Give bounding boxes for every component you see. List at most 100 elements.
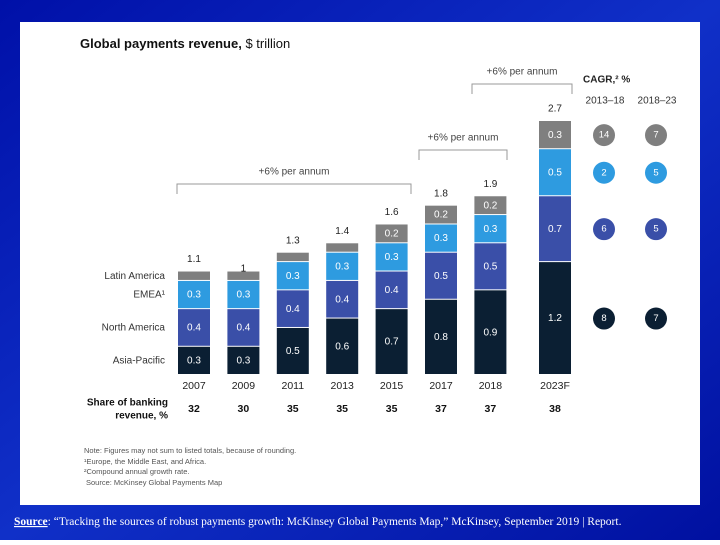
bar-segment — [474, 243, 507, 290]
segment-label: 0.5 — [286, 346, 300, 357]
cagr-value: 8 — [601, 313, 606, 324]
cagr-period: 2018–23 — [638, 96, 677, 107]
segment-label: 0.6 — [335, 341, 349, 352]
share-label: Share of banking — [87, 398, 168, 409]
bar-segment — [326, 252, 359, 280]
total-label: 1.3 — [286, 235, 300, 246]
total-label: 2.7 — [548, 104, 562, 115]
growth-label: +6% per annum — [259, 167, 330, 178]
share-value: 35 — [386, 403, 398, 415]
cagr-value: 7 — [653, 130, 658, 141]
title: Global payments revenue, — [80, 36, 242, 51]
bracket — [471, 83, 573, 94]
cagr-value: 5 — [653, 224, 658, 235]
segment-label: 0.3 — [236, 290, 250, 301]
bar-segment — [227, 280, 260, 309]
bar-segment — [425, 205, 457, 224]
note: ¹Europe, the Middle East, and Africa. — [84, 457, 206, 466]
segment-label: 0.4 — [187, 323, 201, 334]
bar-segment — [474, 290, 507, 374]
x-tick-label: 2011 — [282, 380, 305, 392]
bar-segment — [539, 121, 571, 149]
share-value: 30 — [238, 403, 250, 415]
share-value: 35 — [287, 403, 299, 415]
cagr-circle — [645, 307, 667, 330]
segment-label: 0.3 — [385, 252, 399, 263]
bar-segment — [276, 262, 309, 290]
share-value: 35 — [336, 403, 348, 415]
legend-label: Asia-Pacific — [113, 356, 165, 367]
bar-segment — [375, 224, 408, 243]
cagr-circle — [593, 307, 615, 330]
segment-label: 0.4 — [236, 323, 250, 334]
total-label: 1.9 — [483, 179, 497, 190]
bar-segment — [326, 280, 359, 318]
note: Source: McKinsey Global Payments Map — [86, 478, 222, 487]
bar-segment — [375, 243, 408, 271]
note: Note: Figures may not sum to listed tota… — [84, 446, 296, 455]
segment-label: 0.4 — [385, 285, 399, 296]
source-text: : “Tracking the sources of robust paymen… — [48, 516, 622, 528]
cagr-period: 2013–18 — [586, 96, 625, 107]
legend-label: Latin America — [104, 271, 165, 282]
segment-label: 0.5 — [434, 271, 448, 282]
x-tick-label: 2009 — [232, 380, 256, 392]
growth-label: +6% per annum — [487, 67, 558, 78]
x-tick-label: 2017 — [429, 380, 453, 392]
x-tick-label: 2007 — [182, 380, 206, 392]
segment-label: 0.3 — [236, 356, 250, 367]
bar-segment — [276, 290, 309, 327]
x-tick-label: 2015 — [380, 380, 404, 392]
segment-label: 0.4 — [286, 304, 300, 315]
note: ²Compound annual growth rate. — [84, 467, 189, 476]
cagr-circle — [645, 218, 667, 241]
cagr-value: 7 — [653, 313, 658, 324]
segment-label: 0.3 — [483, 224, 497, 235]
footer: Source: “Tracking the sources of robust … — [14, 516, 622, 528]
total-label: 1.4 — [335, 226, 349, 237]
segment-label: 0.7 — [548, 224, 562, 235]
bar-segment — [539, 149, 571, 196]
bar-segment — [375, 309, 408, 374]
segment-label: 0.5 — [548, 167, 562, 178]
x-tick-label: 2018 — [479, 380, 503, 392]
source-label: Source — [14, 516, 48, 528]
bar-segment — [474, 215, 507, 243]
share-value: 37 — [435, 403, 447, 415]
bar-segment — [178, 346, 210, 374]
segment-label: 0.3 — [187, 290, 201, 301]
segment-label: 0.3 — [434, 233, 448, 244]
cagr-value: 14 — [599, 130, 610, 141]
segment-label: 1.2 — [548, 313, 562, 324]
bar-segment — [227, 271, 260, 280]
segment-label: 0.3 — [187, 356, 201, 367]
segment-label: 0.4 — [335, 294, 349, 305]
bar-segment — [326, 243, 359, 252]
bar-segment — [425, 252, 457, 299]
bar-segment — [178, 280, 210, 309]
share-value: 38 — [549, 403, 561, 415]
bar-segment — [425, 299, 457, 374]
total-label: 1 — [241, 264, 247, 275]
bar-segment — [375, 271, 408, 309]
segment-label: 0.5 — [483, 261, 497, 272]
bar-segment — [276, 252, 309, 262]
segment-label: 0.2 — [434, 210, 448, 221]
segment-label: 0.3 — [286, 271, 300, 282]
bar-segment — [178, 309, 210, 346]
cagr-circle — [645, 124, 667, 147]
cagr-circle — [645, 161, 667, 184]
cagr-value: 5 — [653, 167, 658, 178]
panel — [20, 22, 700, 505]
x-tick-label: 2013 — [331, 380, 355, 392]
total-label: 1.6 — [385, 207, 399, 218]
cagr-title: CAGR,² % — [583, 75, 630, 86]
segment-label: 0.8 — [434, 332, 448, 343]
total-label: 1.1 — [187, 254, 201, 265]
cagr-circle — [593, 124, 615, 147]
bar-segment — [539, 196, 571, 262]
bar-segment — [227, 309, 260, 346]
unit: $ trillion — [245, 36, 290, 51]
share-label: revenue, % — [115, 411, 168, 422]
